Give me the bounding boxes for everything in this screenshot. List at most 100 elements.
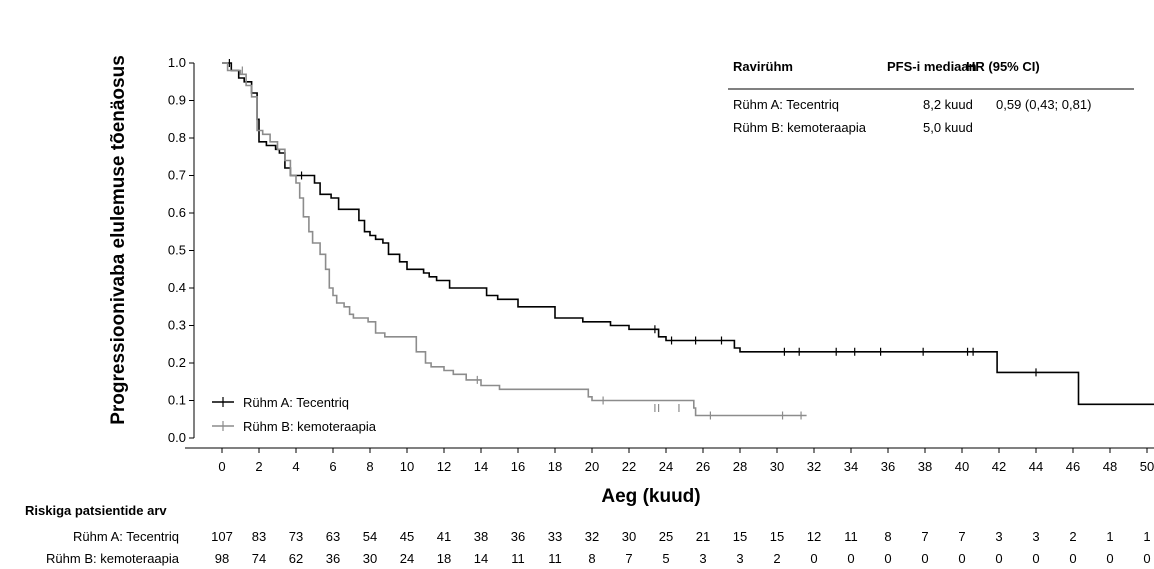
- at-risk-value: 11: [511, 551, 525, 566]
- y-tick-label: 0.4: [168, 280, 186, 295]
- at-risk-value: 1: [1143, 529, 1150, 544]
- at-risk-value: 0: [1069, 551, 1076, 566]
- x-tick-label: 46: [1066, 459, 1080, 474]
- x-tick-label: 16: [511, 459, 525, 474]
- y-tick-label: 0.2: [168, 355, 186, 370]
- x-tick-label: 20: [585, 459, 599, 474]
- x-tick-label: 8: [366, 459, 373, 474]
- x-tick-label: 44: [1029, 459, 1043, 474]
- series-tecentriq: [222, 59, 1154, 406]
- at-risk-value: 0: [810, 551, 817, 566]
- x-tick-label: 36: [881, 459, 895, 474]
- y-tick-label: 0.1: [168, 393, 186, 408]
- at-risk-value: 18: [437, 551, 451, 566]
- x-tick-label: 0: [218, 459, 225, 474]
- series-layer: [222, 59, 1154, 420]
- x-tick-label: 10: [400, 459, 414, 474]
- legend: Rühm A: Tecentriq Rühm B: kemoteraapia: [212, 395, 377, 434]
- at-risk-row-label: Rühm A: Tecentriq: [73, 529, 179, 544]
- x-tick-label: 32: [807, 459, 821, 474]
- x-tick-label: 34: [844, 459, 858, 474]
- at-risk-value: 3: [995, 529, 1002, 544]
- x-tick-label: 38: [918, 459, 932, 474]
- at-risk-value: 36: [511, 529, 525, 544]
- summary-cell: 5,0 kuud: [923, 120, 973, 135]
- summary-cell: Rühm B: kemoteraapia: [733, 120, 867, 135]
- at-risk-value: 0: [884, 551, 891, 566]
- at-risk-value: 45: [400, 529, 414, 544]
- at-risk-value: 14: [474, 551, 488, 566]
- at-risk-value: 25: [659, 529, 673, 544]
- at-risk-value: 7: [958, 529, 965, 544]
- legend-label: Rühm A: Tecentriq: [243, 395, 349, 410]
- x-tick-label: 48: [1103, 459, 1117, 474]
- at-risk-value: 3: [736, 551, 743, 566]
- x-axis-label: Aeg (kuud): [601, 486, 700, 507]
- at-risk-value: 73: [289, 529, 303, 544]
- y-tick-label: 1.0: [168, 55, 186, 70]
- x-tick-label: 14: [474, 459, 488, 474]
- at-risk-value: 2: [773, 551, 780, 566]
- y-tick-label: 0.6: [168, 205, 186, 220]
- at-risk-value: 74: [252, 551, 266, 566]
- at-risk-value: 54: [363, 529, 377, 544]
- x-tick-label: 4: [292, 459, 299, 474]
- x-tick-label: 2: [255, 459, 262, 474]
- legend-label: Rühm B: kemoteraapia: [243, 419, 377, 434]
- at-risk-value: 21: [696, 529, 710, 544]
- at-risk-value: 0: [1106, 551, 1113, 566]
- at-risk-value: 62: [289, 551, 303, 566]
- x-tick-label: 28: [733, 459, 747, 474]
- at-risk-value: 0: [958, 551, 965, 566]
- at-risk-row-label: Rühm B: kemoteraapia: [46, 551, 180, 566]
- at-risk-value: 7: [921, 529, 928, 544]
- y-tick-label: 0.0: [168, 430, 186, 445]
- at-risk-value: 2: [1069, 529, 1076, 544]
- at-risk-value: 0: [847, 551, 854, 566]
- summary-header-cell: HR (95% CI): [966, 59, 1040, 74]
- y-tick-label: 0.5: [168, 243, 186, 258]
- at-risk-value: 98: [215, 551, 229, 566]
- x-tick-label: 12: [437, 459, 451, 474]
- at-risk-value: 3: [699, 551, 706, 566]
- at-risk-value: 107: [211, 529, 233, 544]
- at-risk-value: 8: [884, 529, 891, 544]
- at-risk-value: 32: [585, 529, 599, 544]
- at-risk-value: 5: [662, 551, 669, 566]
- at-risk-value: 41: [437, 529, 451, 544]
- at-risk-value: 36: [326, 551, 340, 566]
- at-risk-title: Riskiga patsientide arv: [25, 503, 167, 518]
- at-risk-value: 8: [588, 551, 595, 566]
- at-risk-value: 1: [1106, 529, 1113, 544]
- series-kemoteraapia: [222, 62, 807, 420]
- at-risk-value: 11: [844, 529, 858, 544]
- x-tick-label: 40: [955, 459, 969, 474]
- summary-header-cell: Ravirühm: [733, 59, 793, 74]
- at-risk-value: 0: [1032, 551, 1039, 566]
- y-axis-label: Progressioonivaba elulemuse tõenäosus: [108, 55, 129, 425]
- axes: 0.00.10.20.30.40.50.60.70.80.91.00 2 4 6 8 10…: [168, 55, 1154, 474]
- at-risk-table: Riskiga patsientide arv Rühm A: Tecentri…: [25, 503, 1151, 566]
- x-tick-label: 6: [329, 459, 336, 474]
- at-risk-value: 83: [252, 529, 266, 544]
- at-risk-value: 38: [474, 529, 488, 544]
- at-risk-value: 30: [622, 529, 636, 544]
- at-risk-value: 0: [995, 551, 1002, 566]
- series-line: [222, 62, 807, 417]
- at-risk-value: 0: [921, 551, 928, 566]
- summary-header-cell: PFS-i mediaan: [887, 59, 977, 74]
- x-tick-label: 22: [622, 459, 636, 474]
- x-tick-label: 42: [992, 459, 1006, 474]
- at-risk-value: 15: [733, 529, 747, 544]
- y-tick-label: 0.8: [168, 130, 186, 145]
- at-risk-value: 3: [1032, 529, 1039, 544]
- y-tick-label: 0.7: [168, 168, 186, 183]
- at-risk-value: 33: [548, 529, 562, 544]
- at-risk-value: 7: [625, 551, 632, 566]
- x-tick-label: 24: [659, 459, 673, 474]
- x-tick-label: 50: [1140, 459, 1154, 474]
- at-risk-value: 15: [770, 529, 784, 544]
- summary-cell: Rühm A: Tecentriq: [733, 97, 839, 112]
